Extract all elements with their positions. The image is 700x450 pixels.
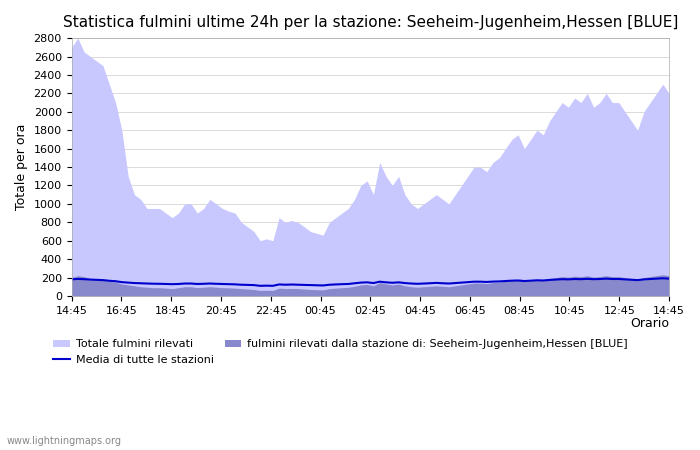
Legend: Totale fulmini rilevati, Media di tutte le stazioni, fulmini rilevati dalla staz: Totale fulmini rilevati, Media di tutte … (49, 335, 632, 369)
Text: www.lightningmaps.org: www.lightningmaps.org (7, 436, 122, 446)
Title: Statistica fulmini ultime 24h per la stazione: Seeheim-Jugenheim,Hessen [BLUE]: Statistica fulmini ultime 24h per la sta… (62, 15, 678, 30)
Text: Orario: Orario (630, 317, 669, 329)
Y-axis label: Totale per ora: Totale per ora (15, 124, 28, 210)
